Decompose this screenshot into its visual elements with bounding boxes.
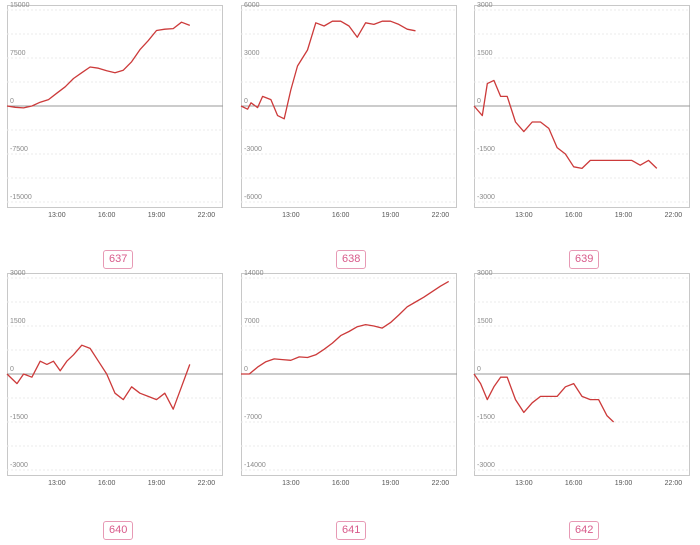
y-tick-label: 0 <box>477 98 481 105</box>
x-tick-label: 13:00 <box>48 212 66 219</box>
y-tick-label: 15000 <box>10 2 30 9</box>
chart-svg-641: 14000 7000 0 -7000 -14000 13:00 16:00 19:00 22:0… <box>241 270 457 487</box>
y-tick-label: 1500 <box>477 318 493 325</box>
y-tick-label: 3000 <box>244 50 260 57</box>
x-tick-label: 22:00 <box>665 212 683 219</box>
chart-panel-639: 3000 1500 0 -1500 -3000 13:00 16:00 19:00 22:00 <box>473 2 690 224</box>
chart-panel-638: 6000 3000 0 -3000 -6000 13:00 16:00 19:00 22:00 <box>240 2 457 224</box>
x-tick-label: 13:00 <box>48 480 66 487</box>
series-line <box>6 344 191 410</box>
y-tick-label: -7500 <box>10 146 28 153</box>
x-tick-label: 13:00 <box>282 212 300 219</box>
x-tick-label: 19:00 <box>148 480 166 487</box>
x-tick-label: 16:00 <box>332 480 350 487</box>
x-tick-label: 13:00 <box>282 480 300 487</box>
series-line <box>473 373 615 423</box>
x-tick-label: 16:00 <box>98 212 116 219</box>
x-tick-label: 13:00 <box>515 480 533 487</box>
x-tick-label: 13:00 <box>515 212 533 219</box>
y-tick-label: -3000 <box>477 462 495 469</box>
y-tick-label: 1500 <box>10 318 26 325</box>
x-tick-label: 19:00 <box>615 212 633 219</box>
y-tick-label: 7000 <box>244 318 260 325</box>
y-tick-label: -3000 <box>244 146 262 153</box>
series-line <box>473 79 658 170</box>
y-tick-label: 0 <box>10 98 14 105</box>
panel-id-badge[interactable]: 637 <box>103 250 134 269</box>
x-tick-label: 19:00 <box>148 212 166 219</box>
series-line <box>240 20 416 120</box>
y-tick-label: 3000 <box>477 270 493 277</box>
chart-svg-640: 3000 1500 0 -1500 -3000 13:00 16:00 19:00 22:00 <box>6 270 223 487</box>
x-tick-label: 16:00 <box>565 480 583 487</box>
chart-svg-637: 15000 7500 0 -7500 -15000 13:00 16:00 19:00 22:0… <box>6 2 223 219</box>
x-tick-label: 16:00 <box>565 212 583 219</box>
chart-panel-637: 15000 7500 0 -7500 -15000 13:00 16:00 19:00 22:0… <box>6 2 223 224</box>
y-tick-label: 0 <box>10 366 14 373</box>
x-tick-label: 19:00 <box>382 480 400 487</box>
panel-id-badge[interactable]: 638 <box>336 250 367 269</box>
y-tick-label: -1500 <box>477 414 495 421</box>
series-line <box>241 280 450 375</box>
panel-id-badge[interactable]: 639 <box>569 250 600 269</box>
panel-id-badge[interactable]: 641 <box>336 521 367 540</box>
x-tick-label: 16:00 <box>98 480 116 487</box>
y-tick-label: -1500 <box>477 146 495 153</box>
x-tick-label: 22:00 <box>432 212 450 219</box>
y-tick-label: -6000 <box>244 194 262 201</box>
chart-panel-641: 14000 7000 0 -7000 -14000 13:00 16:00 19:00 22:0… <box>241 270 457 492</box>
y-tick-label: 7500 <box>10 50 26 57</box>
x-tick-label: 22:00 <box>665 480 683 487</box>
y-tick-label: -15000 <box>10 194 32 201</box>
x-tick-label: 19:00 <box>615 480 633 487</box>
y-tick-label: -3000 <box>477 194 495 201</box>
chart-svg-639: 3000 1500 0 -1500 -3000 13:00 16:00 19:00 22:00 <box>473 2 690 219</box>
panel-id-badge[interactable]: 640 <box>103 521 134 540</box>
chart-panel-642: 3000 1500 0 -1500 -3000 13:00 16:00 19:00 22:00 <box>473 270 690 492</box>
y-tick-label: 1500 <box>477 50 493 57</box>
x-tick-label: 22:00 <box>432 480 450 487</box>
y-tick-label: -1500 <box>10 414 28 421</box>
y-tick-label: 6000 <box>244 2 260 9</box>
x-tick-label: 22:00 <box>198 212 216 219</box>
y-tick-label: 14000 <box>244 270 264 277</box>
panel-id-badge[interactable]: 642 <box>569 521 600 540</box>
x-tick-label: 19:00 <box>382 212 400 219</box>
series-line <box>6 21 191 109</box>
y-tick-label: 0 <box>244 366 248 373</box>
y-tick-label: 3000 <box>477 2 493 9</box>
y-tick-label: 0 <box>477 366 481 373</box>
chart-panel-640: 3000 1500 0 -1500 -3000 13:00 16:00 19:00 22:00 <box>6 270 223 492</box>
y-tick-label: 0 <box>244 98 248 105</box>
chart-svg-642: 3000 1500 0 -1500 -3000 13:00 16:00 19:00 22:00 <box>473 270 690 487</box>
chart-svg-638: 6000 3000 0 -3000 -6000 13:00 16:00 19:00 22:00 <box>240 2 457 219</box>
y-tick-label: -14000 <box>244 462 266 469</box>
y-tick-label: -7000 <box>244 414 262 421</box>
x-tick-label: 22:00 <box>198 480 216 487</box>
x-tick-label: 16:00 <box>332 212 350 219</box>
y-tick-label: -3000 <box>10 462 28 469</box>
y-tick-label: 3000 <box>10 270 26 277</box>
